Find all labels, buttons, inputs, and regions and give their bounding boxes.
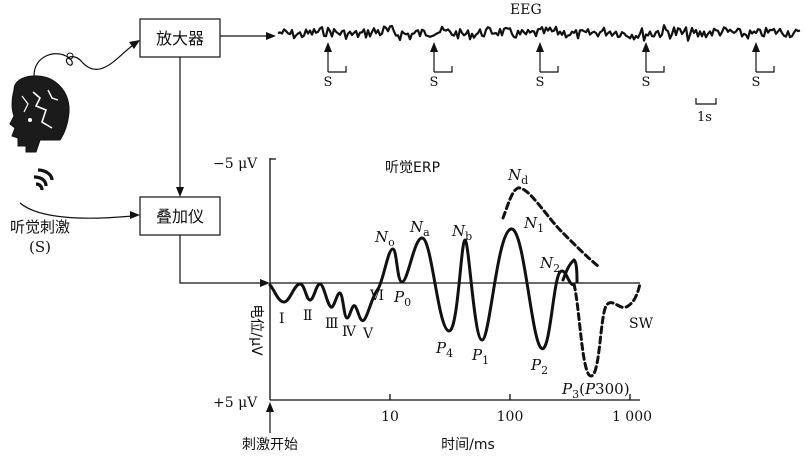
label-nd: Nd [507, 166, 528, 187]
stimulus-marker-arrowhead [324, 42, 332, 52]
x-axis-label: 时间/ms [441, 437, 495, 453]
stimulus-label: 听觉刺激 [10, 218, 70, 236]
label-p2: P2 [530, 356, 548, 377]
stimulus-arrowhead [130, 211, 140, 219]
electrode-icon [66, 52, 74, 60]
stimulus-marker-arrowhead [430, 42, 438, 52]
stimulus-marker-arrowhead [642, 42, 650, 52]
stimulus-marker-label: S [324, 75, 333, 90]
electrode-wire [33, 45, 133, 77]
x-tick-label-10: 10 [381, 409, 399, 425]
stimulus-marker-line [433, 50, 453, 73]
erp-waveform [268, 227, 576, 350]
time-scale-bar [695, 98, 717, 105]
amplifier-box [139, 18, 221, 58]
label-p3-p300: P3(P300) [561, 380, 630, 401]
averager-to-erp-wire [179, 235, 262, 284]
sound-wave-icon [33, 168, 54, 191]
label-wave-iii: Ⅲ [325, 316, 339, 332]
label-wave-vi: Ⅵ [369, 288, 384, 304]
x-tick-label-1000: 1 000 [612, 409, 652, 425]
head-icon [9, 75, 70, 153]
averager-label: 叠加仪 [156, 207, 204, 226]
stimulus-symbol: (S) [29, 238, 51, 256]
label-wave-ii: Ⅱ [303, 308, 313, 324]
stimulus-marker: S [324, 42, 347, 90]
label-p0: P0 [393, 288, 411, 309]
onset-arrowhead [266, 402, 274, 412]
stimulus-marker-label: S [642, 75, 651, 90]
label-p1: P1 [471, 346, 489, 367]
y-tick-label-bottom: +5 μV [213, 395, 258, 411]
stimulus-marker: S [752, 42, 775, 90]
label-p4: P4 [435, 339, 453, 360]
stimulus-marker-line [539, 50, 559, 73]
erp-nd-difference-wave [501, 186, 600, 268]
eeg-trace [277, 24, 801, 42]
y-axis-label: 电位/μV [248, 304, 264, 356]
label-sw: SW [629, 316, 654, 332]
time-scale-label: 1s [697, 110, 712, 125]
stimulus-marker-line [645, 50, 665, 73]
stimulus-marker-label: S [536, 75, 545, 90]
stimulus-marker: S [536, 42, 559, 90]
stimulus-marker-line [327, 50, 347, 73]
label-no: No [374, 228, 395, 249]
chart-title: 听觉ERP [385, 160, 440, 176]
label-wave-i: Ⅰ [279, 311, 285, 327]
stimulus-marker: S [642, 42, 665, 90]
stimulus-marker-label: S [752, 75, 761, 90]
stimulus-marker: S [430, 42, 453, 90]
label-n2: N2 [539, 254, 560, 275]
averager-box [139, 196, 221, 236]
amp-to-averager-arrowhead [176, 187, 184, 197]
stimulus-marker-arrowhead [536, 42, 544, 52]
amp-to-eeg-arrowhead [266, 32, 276, 40]
x-tick-label-100: 100 [497, 409, 524, 425]
stimulus-marker-arrowhead [752, 42, 760, 52]
stimulus-wire [19, 202, 133, 219]
label-na: Na [409, 218, 430, 239]
label-wave-v: Ⅴ [362, 326, 374, 342]
erp-n2-branch [561, 258, 579, 284]
label-nb: Nb [451, 222, 472, 243]
label-n1: N1 [523, 214, 544, 235]
stimulus-marker-line [755, 50, 775, 73]
amplifier-label: 放大器 [156, 29, 204, 48]
electrode-arrowhead [129, 40, 140, 49]
onset-label: 刺激开始 [242, 436, 298, 453]
label-wave-iv: Ⅳ [342, 324, 357, 340]
erp-p300-sw-wave [572, 282, 642, 378]
averager-to-erp-arrowhead [260, 279, 270, 287]
eeg-label: EEG [510, 2, 542, 18]
y-tick-label-top: −5 μV [213, 156, 258, 172]
stimulus-marker-label: S [430, 75, 439, 90]
